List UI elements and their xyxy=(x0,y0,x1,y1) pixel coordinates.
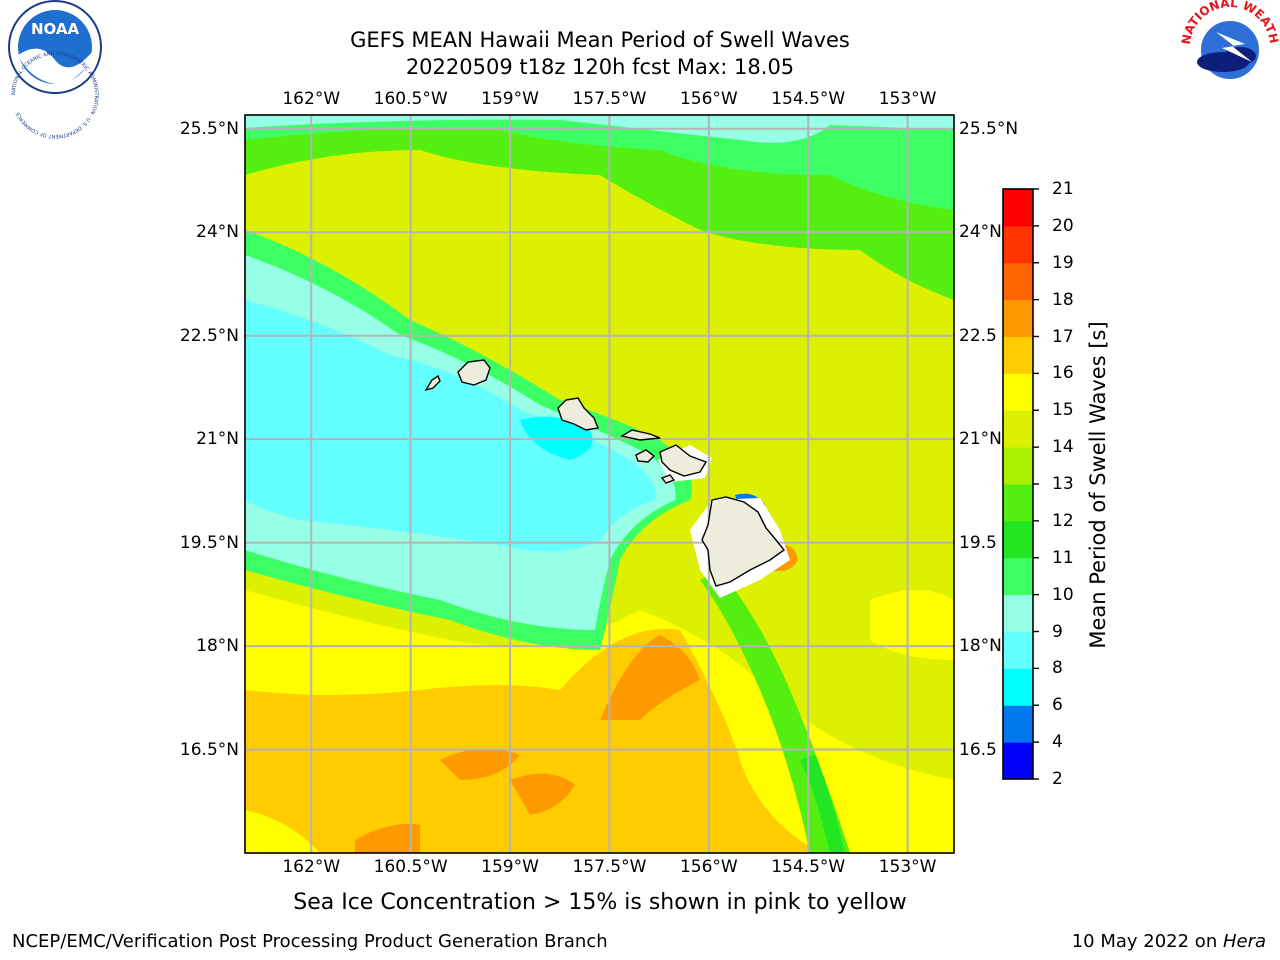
colorbar-tick-label: 13 xyxy=(1052,474,1074,494)
lat-tick-label-left: 21°N xyxy=(196,429,239,450)
lon-tick-label-bottom: 153°W xyxy=(878,857,937,877)
island-kauai xyxy=(457,359,491,386)
colorbar-segment xyxy=(1003,520,1033,559)
lon-tick-label-top: 153°W xyxy=(878,89,937,109)
colorbar-segment xyxy=(1003,447,1033,485)
lon-tick-label-bottom: 162°W xyxy=(282,857,341,877)
lon-tick-label-top: 154.5°W xyxy=(771,89,846,109)
colorbar-tick-label: 12 xyxy=(1052,510,1074,531)
island-oahu xyxy=(557,397,599,431)
map-caption: Sea Ice Concentration > 15% is shown in … xyxy=(293,890,907,915)
island-outlines xyxy=(424,359,786,587)
lon-tick-label-bottom: 156°W xyxy=(679,857,738,877)
colorbar xyxy=(1002,188,1039,780)
colorbar-tick-label: 10 xyxy=(1052,584,1074,605)
colorbar-label: Mean Period of Swell Waves [s] xyxy=(1086,321,1110,649)
colorbar-segment xyxy=(1003,742,1033,780)
colorbar-tick-label: 20 xyxy=(1052,215,1074,236)
colorbar-segment xyxy=(1003,631,1033,669)
colorbar-segment xyxy=(1003,373,1033,411)
footer-credit: NCEP/EMC/Verification Post Processing Pr… xyxy=(12,931,608,952)
colorbar-tick-label: 9 xyxy=(1052,621,1063,642)
colorbar-tick-label: 15 xyxy=(1052,400,1074,421)
lat-tick-label-left: 16.5°N xyxy=(179,739,239,760)
colorbar-tick-label: 17 xyxy=(1052,326,1074,347)
lon-tick-label-top: 162°W xyxy=(282,89,341,109)
lon-tick-label-top: 160.5°W xyxy=(373,89,448,109)
lat-tick-label-right: 24°N xyxy=(959,222,1002,243)
lon-tick-label-top: 156°W xyxy=(679,89,738,109)
colorbar-tick-label: 2 xyxy=(1052,769,1063,789)
colorbar-tick-label: 4 xyxy=(1052,732,1063,753)
footer-date: 10 May 2022 on Hera xyxy=(1072,931,1266,952)
island-hawaii xyxy=(701,496,786,587)
colorbar-segment xyxy=(1003,336,1033,374)
lat-tick-label-left: 25.5°N xyxy=(179,118,239,139)
footer-machine: Hera xyxy=(1222,931,1266,952)
colorbar-tick-label: 11 xyxy=(1052,547,1074,568)
colorbar-segment xyxy=(1003,225,1033,264)
lat-tick-label-right: 22.5 xyxy=(959,325,997,346)
map-subtitle: 20220509 t18z 120h fcst Max: 18.05 xyxy=(405,55,795,79)
colorbar-tick-label: 16 xyxy=(1052,363,1074,384)
lon-tick-label-bottom: 160.5°W xyxy=(373,857,448,877)
island-maui xyxy=(659,444,708,477)
island-molokai xyxy=(620,429,661,441)
colorbar-segment xyxy=(1003,262,1033,301)
island-lanai xyxy=(635,449,656,463)
colorbar-segment xyxy=(1003,299,1033,337)
lat-tick-label-left: 18°N xyxy=(196,636,239,657)
colorbar-segment xyxy=(1003,557,1033,596)
colorbar-segment xyxy=(1003,484,1033,522)
lon-tick-label-top: 157.5°W xyxy=(572,89,647,109)
colorbar-tick-label: 18 xyxy=(1052,289,1074,310)
lon-tick-label-top: 159°W xyxy=(481,89,539,109)
lon-tick-label-bottom: 154.5°W xyxy=(771,857,846,877)
colorbar-segment xyxy=(1003,594,1033,632)
lon-tick-label-bottom: 157.5°W xyxy=(572,857,647,877)
swell-period-field xyxy=(245,115,954,853)
colorbar-tick-label: 14 xyxy=(1052,437,1074,458)
noaa-logo-text: NOAA xyxy=(31,20,80,38)
colorbar-tick-label: 8 xyxy=(1052,658,1063,679)
lat-tick-label-left: 19.5°N xyxy=(179,532,239,553)
map-gridlines xyxy=(245,115,954,853)
colorbar-segment xyxy=(1003,705,1033,743)
colorbar-segment xyxy=(1003,410,1033,448)
lat-tick-label-left: 24°N xyxy=(196,222,239,243)
colorbar-tick-label: 21 xyxy=(1052,179,1074,199)
island-kahoolawe xyxy=(660,474,676,484)
lat-tick-label-right: 18°N xyxy=(959,636,1002,657)
map-title: GEFS MEAN Hawaii Mean Period of Swell Wa… xyxy=(350,28,850,52)
colorbar-tick-label: 6 xyxy=(1052,695,1063,716)
lat-tick-label-right: 16.5 xyxy=(959,739,997,760)
lat-tick-label-right: 25.5°N xyxy=(959,118,1019,139)
map-frame xyxy=(244,114,955,854)
lat-tick-label-right: 21°N xyxy=(959,429,1002,450)
lon-tick-label-bottom: 159°W xyxy=(481,857,539,877)
lat-tick-label-left: 22.5°N xyxy=(179,325,239,346)
lat-tick-label-right: 19.5 xyxy=(959,532,997,553)
footer-date-text: 10 May 2022 on xyxy=(1071,931,1223,952)
colorbar-segment xyxy=(1003,668,1033,706)
colorbar-tick-label: 19 xyxy=(1052,252,1074,273)
island-niihau xyxy=(424,374,441,392)
noaa-logo: NOAA NATIONAL OCEANIC AND ATMOSPHERIC AD… xyxy=(8,0,102,139)
colorbar-segment xyxy=(1003,189,1033,227)
